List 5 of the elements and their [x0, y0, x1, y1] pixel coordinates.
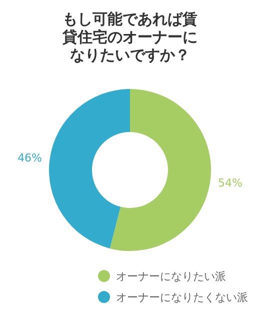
title: もし可能であれば賃貸住宅のオーナーになりたいですか？ — [62, 10, 198, 64]
data-label: 54% — [218, 176, 242, 190]
data-label: 46% — [18, 151, 42, 164]
legend-label: オーナーになりたくない派 — [116, 291, 248, 304]
legend-label: オーナーになりたい派 — [116, 270, 226, 283]
